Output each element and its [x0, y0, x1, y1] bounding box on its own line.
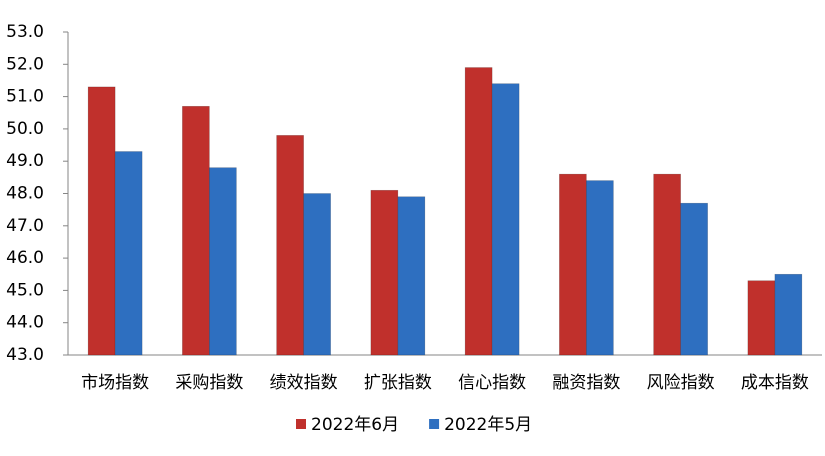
- bar: [491, 83, 520, 356]
- x-tick-label: 采购指数: [175, 373, 243, 393]
- bar: [464, 67, 493, 356]
- bar: [559, 173, 587, 356]
- bar: [397, 196, 426, 356]
- x-tick-label: 融资指数: [552, 373, 620, 393]
- x-tick-label: 信心指数: [458, 373, 526, 393]
- legend-label: 2022年6月: [311, 415, 399, 435]
- bar: [653, 173, 681, 356]
- bar: [87, 86, 116, 356]
- y-tick-label: 49.0: [6, 151, 44, 171]
- bar: [182, 105, 210, 356]
- x-tick-label: 扩张指数: [364, 373, 432, 393]
- bar: [680, 202, 708, 356]
- x-tick-label: 绩效指数: [270, 373, 338, 393]
- y-tick-label: 52.0: [6, 54, 44, 74]
- bar: [774, 273, 803, 356]
- bar: [370, 189, 399, 356]
- y-tick-label: 46.0: [6, 248, 44, 268]
- x-tick-label: 风险指数: [647, 373, 715, 393]
- y-tick-label: 53.0: [6, 22, 44, 42]
- bar: [276, 135, 304, 356]
- x-tick-label: 成本指数: [741, 373, 809, 393]
- y-tick-label: 48.0: [6, 184, 44, 204]
- legend-swatch: [429, 419, 440, 429]
- legend-swatch: [296, 419, 306, 429]
- bar: [586, 180, 614, 356]
- y-tick-label: 51.0: [6, 87, 44, 107]
- legend-label: 2022年5月: [444, 415, 532, 435]
- bar: [303, 193, 331, 356]
- y-tick-label: 45.0: [6, 280, 44, 300]
- y-tick-label: 47.0: [6, 216, 44, 236]
- bar: [209, 167, 237, 356]
- x-tick-label: 市场指数: [81, 373, 149, 393]
- bar: [114, 151, 143, 356]
- y-tick-label: 43.0: [6, 345, 44, 365]
- y-tick-label: 50.0: [6, 119, 44, 139]
- y-tick-label: 44.0: [6, 313, 44, 333]
- bar: [747, 280, 776, 356]
